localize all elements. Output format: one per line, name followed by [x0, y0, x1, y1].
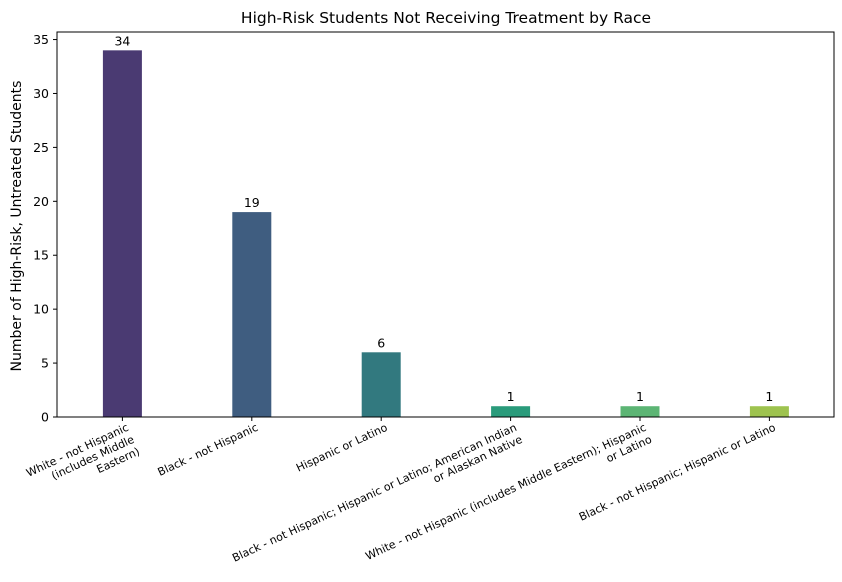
chart-title: High-Risk Students Not Receiving Treatme… [241, 9, 651, 27]
bar [232, 212, 272, 417]
data-label: 34 [114, 33, 130, 48]
data-label: 1 [765, 389, 773, 404]
data-label: 1 [636, 389, 644, 404]
y-tick-label: 35 [33, 32, 49, 47]
bar [620, 406, 660, 417]
y-tick-label: 0 [41, 410, 49, 425]
y-tick-label: 10 [33, 302, 49, 317]
axes-frame [56, 31, 835, 418]
x-tick-label-line: Black - not Hispanic; Hispanic or Latino [577, 421, 778, 524]
y-tick-label: 25 [33, 140, 49, 155]
bar [361, 352, 401, 417]
x-tick-label: White - not Hispanic(includes MiddleEast… [24, 421, 142, 504]
bar [491, 406, 531, 417]
data-label: 19 [244, 195, 260, 210]
y-tick-label: 30 [33, 86, 49, 101]
x-tick-label: Hispanic or Latino [294, 421, 390, 475]
x-tick-label-line: Hispanic or Latino [294, 421, 390, 475]
data-label: 6 [377, 335, 385, 350]
y-axis-label: Number of High-Risk, Untreated Students [9, 81, 25, 372]
y-tick-label: 20 [33, 194, 49, 209]
x-tick-label-line: Black - not Hispanic [156, 421, 260, 479]
y-tick-label: 15 [33, 248, 49, 263]
data-label: 1 [507, 389, 515, 404]
bar [102, 50, 142, 417]
x-tick-label-line: Black - not Hispanic; Hispanic or Latino… [230, 421, 519, 565]
x-tick-label: Black - not Hispanic [156, 421, 260, 479]
bar [749, 406, 789, 417]
x-tick-label: Black - not Hispanic; Hispanic or Latino [577, 421, 778, 524]
y-tick-label: 5 [41, 356, 49, 371]
